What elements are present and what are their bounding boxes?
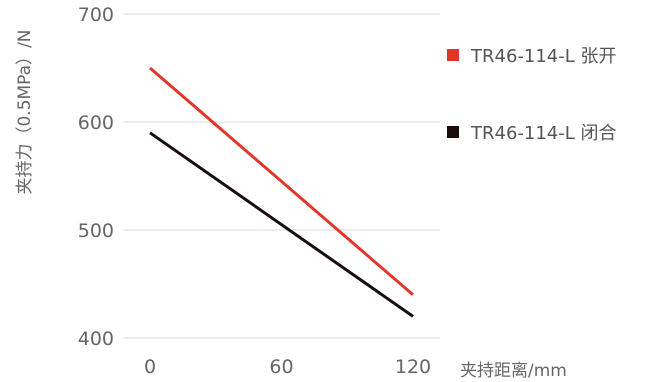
legend-swatch-1 [447, 49, 459, 61]
legend: TR46-114-L 张开 TR46-114-L 闭合 [447, 46, 617, 144]
legend-label-2: TR46-114-L 闭合 [470, 123, 617, 144]
y-tick-label: 400 [78, 328, 114, 350]
grid-lines [123, 13, 440, 339]
x-tick-label: 120 [395, 356, 431, 378]
x-tick-labels: 0 60 120 [144, 356, 431, 378]
series-line-2 [149, 131, 414, 318]
y-tick-label: 700 [78, 4, 114, 26]
x-tick-label: 60 [269, 356, 293, 378]
y-tick-label: 600 [78, 112, 114, 134]
x-tick-label: 0 [144, 356, 156, 378]
series-line-1 [149, 66, 414, 296]
series-lines [149, 66, 414, 318]
y-tick-label: 500 [78, 220, 114, 242]
y-tick-labels: 400 500 600 700 [78, 4, 114, 350]
x-axis-label: 夹持距离/mm [460, 361, 567, 381]
legend-swatch-2 [447, 126, 459, 138]
y-axis-label: 夹持力（0.5MPa）/N [15, 29, 35, 194]
legend-label-1: TR46-114-L 张开 [470, 46, 617, 67]
